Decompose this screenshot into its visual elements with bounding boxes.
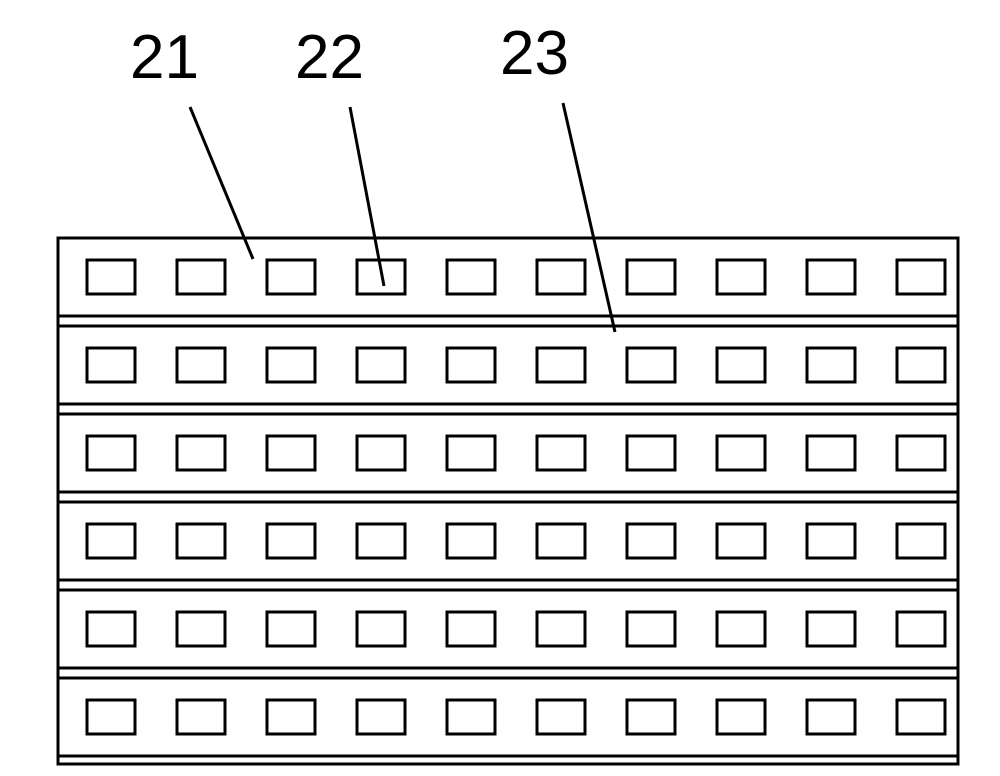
grid-cell — [177, 612, 225, 646]
grid-cell — [627, 612, 675, 646]
grid-cell — [807, 700, 855, 734]
grid-cell — [357, 524, 405, 558]
grid-cell — [627, 700, 675, 734]
grid-cell — [537, 612, 585, 646]
grid-cell — [267, 700, 315, 734]
grid-cell — [627, 524, 675, 558]
grid-cell — [897, 700, 945, 734]
grid-cell — [267, 612, 315, 646]
grid-cell — [897, 348, 945, 382]
diagram-canvas: 21 22 23 — [0, 0, 1000, 771]
grid-cell — [177, 260, 225, 294]
grid-cell — [447, 348, 495, 382]
grid-cell — [807, 524, 855, 558]
grid-cell — [537, 700, 585, 734]
grid-cell — [357, 700, 405, 734]
grid-cell — [537, 436, 585, 470]
grid-cell — [807, 348, 855, 382]
grid-cell — [87, 524, 135, 558]
grid-cell — [537, 524, 585, 558]
grid-cell — [267, 348, 315, 382]
grid-cell — [177, 700, 225, 734]
grid-cell — [537, 348, 585, 382]
grid-cell — [627, 348, 675, 382]
grid-cell — [177, 436, 225, 470]
grid-cell — [717, 524, 765, 558]
grid-cell — [267, 260, 315, 294]
grid-cell — [357, 612, 405, 646]
grid-cell — [717, 348, 765, 382]
grid-cell — [717, 612, 765, 646]
grid-cell — [267, 524, 315, 558]
grid-cell — [447, 260, 495, 294]
callout-line — [190, 107, 253, 259]
grid-cell — [807, 436, 855, 470]
callout-label: 21 — [130, 23, 199, 92]
grid-cell — [807, 612, 855, 646]
grid-cell — [627, 436, 675, 470]
callout-label: 23 — [500, 19, 569, 88]
grid-cell — [717, 260, 765, 294]
grid-cell — [717, 436, 765, 470]
grid-cell — [267, 436, 315, 470]
grid-cell — [897, 612, 945, 646]
grid-cell — [87, 348, 135, 382]
grid-cell — [897, 260, 945, 294]
grid-cell — [87, 436, 135, 470]
grid-cell — [447, 612, 495, 646]
grid-cell — [87, 260, 135, 294]
grid-cell — [447, 436, 495, 470]
grid-cell — [87, 612, 135, 646]
grid-cell — [627, 260, 675, 294]
grid-cell — [357, 348, 405, 382]
grid-cell — [897, 524, 945, 558]
grid-cell — [357, 436, 405, 470]
grid-cell — [897, 436, 945, 470]
grid-cell — [807, 260, 855, 294]
grid-cell — [87, 700, 135, 734]
grid-cell — [177, 348, 225, 382]
grid-cell — [447, 524, 495, 558]
callout-label: 22 — [295, 23, 364, 92]
grid-cell — [177, 524, 225, 558]
grid-cell — [537, 260, 585, 294]
grid-cell — [717, 700, 765, 734]
grid-cell — [447, 700, 495, 734]
